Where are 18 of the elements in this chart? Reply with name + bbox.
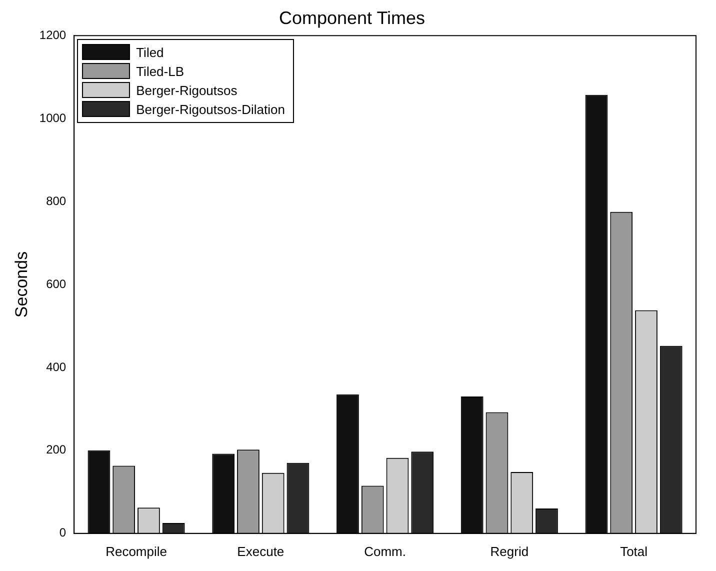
y-tick-label: 800 — [46, 194, 66, 208]
legend-label: Berger-Rigoutsos — [136, 82, 238, 98]
y-tick-label: 600 — [46, 276, 66, 291]
x-tick-label: Execute — [237, 544, 284, 559]
y-tick-label: 1200 — [39, 28, 66, 42]
y-tick-label: 1000 — [39, 110, 66, 125]
x-tick-label: Comm. — [364, 544, 406, 559]
y-tick-label: 200 — [46, 442, 66, 457]
y-axis-title: Seconds — [12, 251, 31, 318]
legend-label: Berger-Rigoutsos-Dilation — [136, 102, 285, 117]
x-tick-label: Regrid — [490, 544, 529, 559]
y-tick-label: 0 — [59, 526, 66, 540]
y-tick-label: 400 — [46, 360, 66, 374]
chart-title: Component Times — [278, 8, 426, 28]
legend-label: Tiled — [136, 44, 164, 60]
x-tick-label: Total — [620, 544, 648, 559]
legend-label: Tiled-LB — [136, 64, 184, 79]
x-tick-label: Recompile — [106, 544, 167, 559]
